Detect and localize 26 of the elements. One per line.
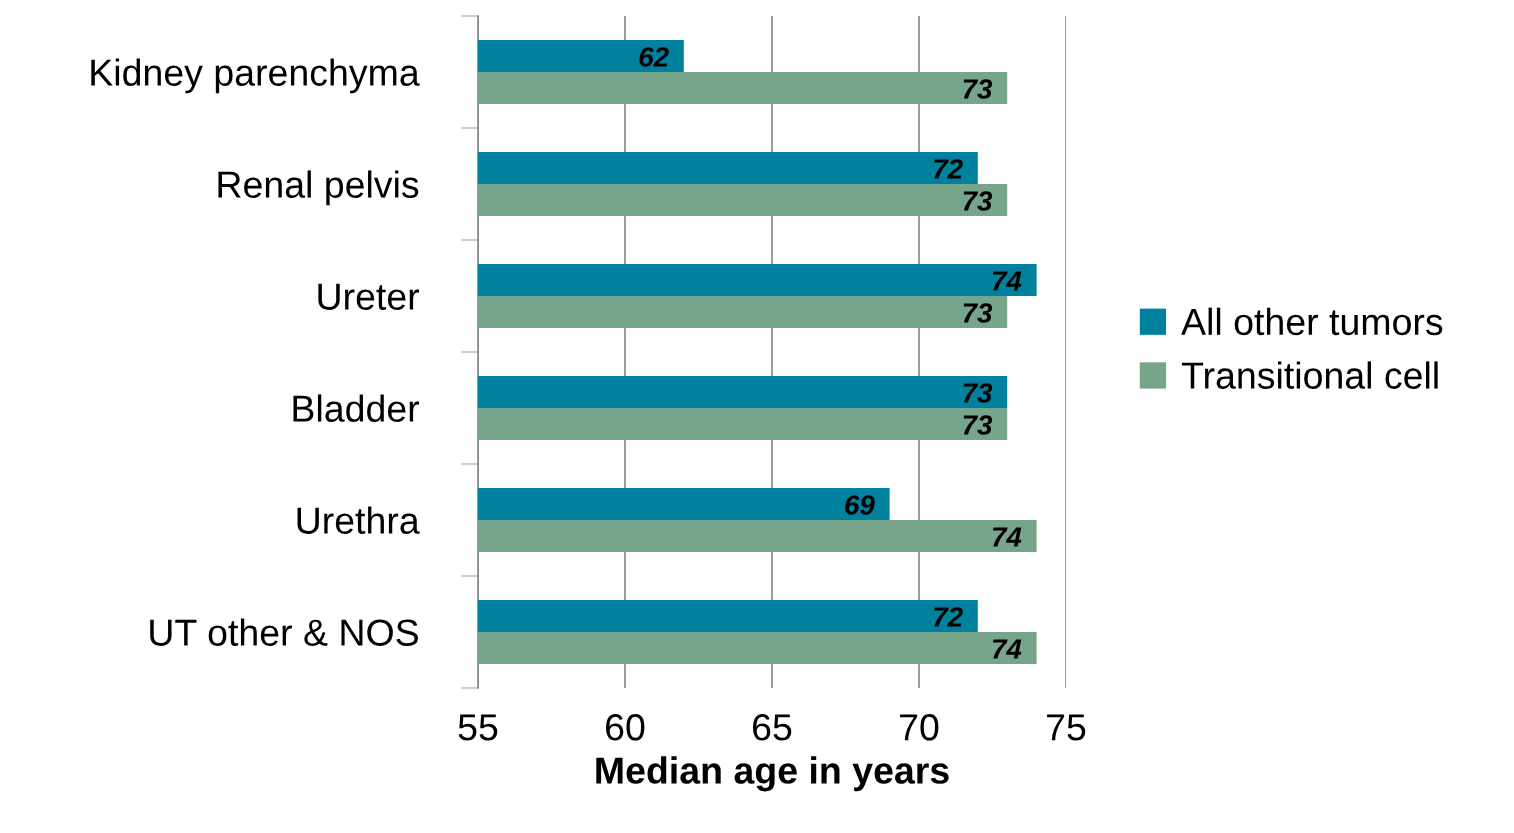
data-label: 69: [845, 495, 875, 515]
x-tick-label: 60: [606, 713, 645, 741]
legend-label: All other tumors: [1181, 307, 1443, 336]
data-label: 73: [963, 383, 993, 403]
x-tick-label: 55: [458, 714, 498, 741]
y-tick-label: UT other & NOS: [150, 618, 418, 646]
legend-label: Transitional cell: [1181, 361, 1438, 389]
data-label: 73: [963, 303, 993, 323]
data-label: 73: [963, 415, 993, 435]
y-tick-label: Bladder: [293, 394, 420, 422]
x-tick-label: 70: [900, 713, 939, 741]
x-tick-label: 75: [1047, 714, 1086, 741]
data-label: 72: [934, 607, 963, 627]
data-label: 74: [992, 271, 1022, 291]
data-label: 73: [963, 191, 993, 211]
data-label: 73: [963, 79, 993, 99]
data-label: 72: [934, 159, 963, 179]
data-label: 62: [639, 47, 669, 67]
x-axis-title: Median age in years: [596, 756, 949, 792]
data-label: 74: [992, 639, 1022, 659]
data-label: 74: [992, 527, 1022, 547]
y-tick-label: Ureter: [318, 283, 420, 310]
x-tick-label: 65: [753, 713, 792, 741]
y-tick-label: Renal pelvis: [218, 170, 419, 206]
y-tick-label: Kidney parenchyma: [91, 58, 420, 94]
y-tick-label: Urethra: [297, 506, 420, 534]
